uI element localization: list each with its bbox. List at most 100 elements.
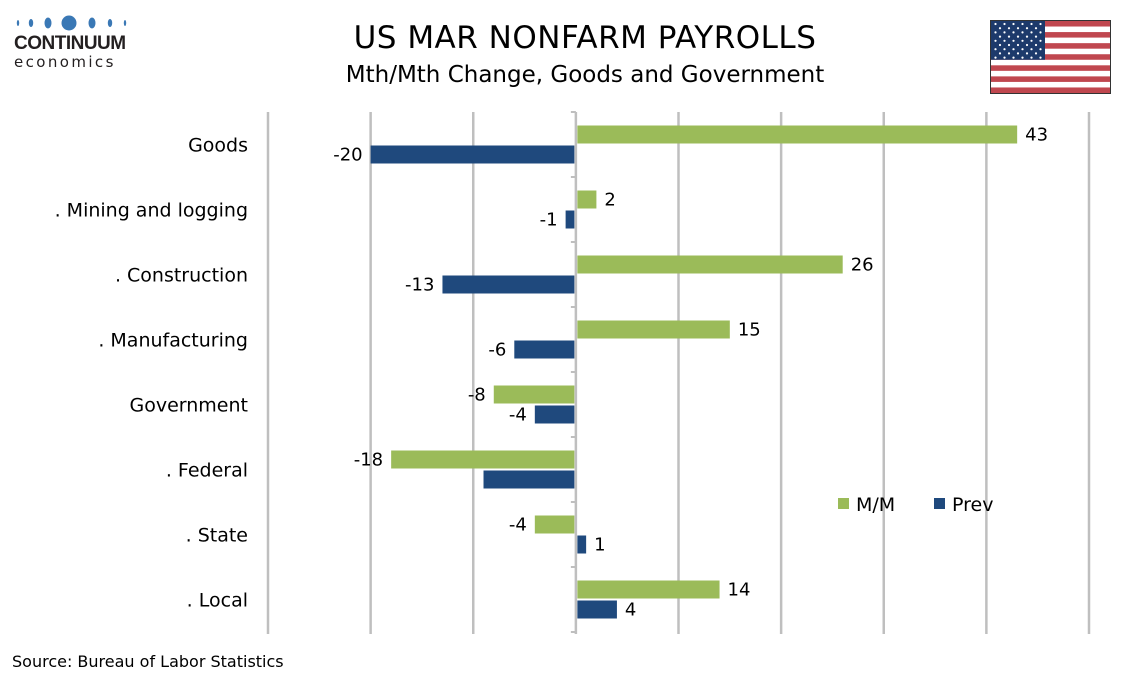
flag-star xyxy=(1007,27,1011,30)
category-label: . Mining and logging xyxy=(55,200,248,222)
flag-star xyxy=(1039,48,1042,51)
flag-stripe xyxy=(991,32,1110,38)
flag-star xyxy=(1012,22,1015,26)
data-label: 43 xyxy=(1025,125,1048,146)
bar-prev xyxy=(577,600,617,619)
source-note: Source: Bureau of Labor Statistics xyxy=(12,652,284,671)
flag-star xyxy=(1012,39,1015,42)
chart-title: US MAR NONFARM PAYROLLS xyxy=(353,20,817,56)
data-label: -6 xyxy=(488,340,506,361)
legend-label-prev: Prev xyxy=(952,494,993,516)
flag-star xyxy=(998,27,1002,30)
flag-stripe xyxy=(991,21,1110,27)
flag-stripe xyxy=(991,48,1110,55)
bar-prev xyxy=(565,210,575,229)
flag-stripe xyxy=(991,65,1110,72)
category-label: . Local xyxy=(187,590,248,612)
flag-star xyxy=(1007,43,1011,47)
data-label: -1 xyxy=(540,210,558,231)
flag-star xyxy=(994,22,997,26)
flag-star xyxy=(1039,22,1042,26)
flag-stripe xyxy=(991,54,1110,61)
legend-swatch-prev xyxy=(934,498,945,509)
bar-prev xyxy=(577,535,587,554)
category-label: Government xyxy=(130,395,249,417)
flag-star xyxy=(1003,48,1006,51)
flag-star xyxy=(1034,52,1038,55)
category-label: . Federal xyxy=(166,460,248,482)
flag-star xyxy=(994,39,997,42)
flag-star xyxy=(1030,31,1033,34)
flag-star xyxy=(1016,52,1020,55)
bar-prev xyxy=(442,275,575,294)
bar-mm xyxy=(391,450,575,469)
logo-sub: economics xyxy=(14,53,116,71)
flag-star xyxy=(1003,56,1006,59)
data-label: -8 xyxy=(468,385,486,406)
continuum-economics-logo: CONTINUUM economics xyxy=(14,14,134,70)
flag-star xyxy=(1030,56,1033,59)
flag-star xyxy=(1016,43,1020,47)
flag-star xyxy=(1025,27,1029,30)
flag-star xyxy=(1025,52,1029,55)
flag-star xyxy=(1016,27,1020,30)
chart-subtitle: Mth/Mth Change, Goods and Government xyxy=(345,62,825,88)
flag-star xyxy=(1012,48,1015,51)
flag-star xyxy=(1030,22,1033,26)
flag-star xyxy=(1034,27,1038,30)
data-label: 2 xyxy=(604,190,615,211)
flag-stripe xyxy=(991,43,1110,49)
data-label: -4 xyxy=(509,405,527,426)
bar-mm xyxy=(577,125,1018,144)
flag-stripe xyxy=(991,76,1110,83)
flag-star xyxy=(1021,22,1024,26)
bar-prev xyxy=(370,145,575,164)
flag-stripe xyxy=(991,70,1110,77)
category-label: . Manufacturing xyxy=(98,330,248,352)
category-label: . Construction xyxy=(115,265,248,287)
bar-mm xyxy=(534,515,575,534)
data-label: 4 xyxy=(625,600,636,621)
flag-star xyxy=(1012,56,1015,59)
bar-mm xyxy=(577,580,720,599)
data-label: -18 xyxy=(354,450,383,471)
flag-star xyxy=(1021,39,1024,42)
logo-name: CONTINUUM xyxy=(14,33,126,54)
bar-prev xyxy=(534,405,575,424)
legend-swatch-mm xyxy=(838,498,849,509)
bar-mm xyxy=(577,255,843,274)
flag-star xyxy=(1039,39,1042,42)
flag-star xyxy=(1034,43,1038,47)
flag-star xyxy=(1025,35,1029,38)
flag-star xyxy=(1007,52,1011,55)
flag-star xyxy=(994,56,997,59)
flag-star xyxy=(1003,22,1006,26)
bar-mm xyxy=(577,190,597,209)
flag-star xyxy=(1034,35,1038,38)
bar-prev xyxy=(514,340,575,359)
flag-star xyxy=(1021,56,1024,59)
flag-stripe xyxy=(991,59,1110,66)
flag-star xyxy=(1025,43,1029,47)
flag-star xyxy=(1007,35,1011,38)
flag-stripe xyxy=(991,87,1110,94)
flag-stripe xyxy=(991,26,1110,33)
data-label: 1 xyxy=(594,535,605,556)
flag-star xyxy=(994,48,997,51)
flag-star xyxy=(998,43,1002,47)
flag-star xyxy=(1039,31,1042,34)
bar-mm xyxy=(577,320,730,339)
flag-star xyxy=(1003,39,1006,42)
flag-star xyxy=(998,35,1002,38)
flag-star xyxy=(1021,31,1024,34)
flag-star xyxy=(1016,35,1020,38)
data-label: 26 xyxy=(851,255,874,276)
flag-star xyxy=(1030,39,1033,42)
us-flag-icon xyxy=(990,20,1111,94)
data-label: -4 xyxy=(509,515,527,536)
flag-stripe xyxy=(991,81,1110,88)
data-label: 14 xyxy=(728,580,751,601)
flag-star xyxy=(1030,48,1033,51)
flag-star xyxy=(1021,48,1024,51)
